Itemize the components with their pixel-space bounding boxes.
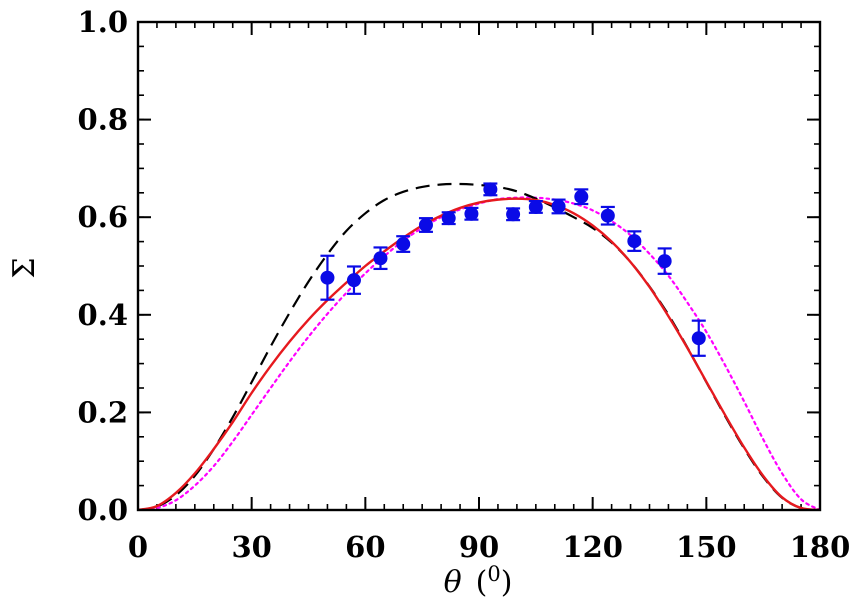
data-point: [506, 207, 521, 222]
x-tick-label: 180: [790, 530, 851, 564]
y-tick-labels: 0.0 0.2 0.4 0.6 0.8 1.0: [78, 5, 128, 527]
point-marker: [464, 206, 479, 221]
plot-frame: [136, 20, 822, 512]
point-marker: [320, 270, 335, 285]
y-tick-label: 0.6: [78, 200, 128, 234]
data-point: [574, 188, 589, 206]
major-ticks: [137, 21, 821, 511]
x-tick-label: 30: [231, 530, 271, 564]
point-marker: [483, 182, 498, 197]
model-curves: [138, 182, 820, 510]
dashed-curve: [138, 182, 820, 510]
y-tick-label: 0.4: [78, 298, 128, 332]
data-point: [464, 206, 479, 221]
data-point: [373, 246, 388, 271]
point-marker: [551, 199, 566, 214]
data-point: [320, 254, 335, 301]
minor-ticks: [137, 21, 821, 511]
y-tick-label: 0.0: [78, 493, 128, 527]
point-marker: [373, 251, 388, 266]
x-tick-label: 0: [128, 530, 148, 564]
data-point: [346, 265, 361, 295]
data-point: [691, 319, 706, 357]
point-marker: [657, 254, 672, 269]
solid-curve: [138, 197, 820, 510]
data-point: [600, 205, 615, 226]
point-marker: [574, 189, 589, 204]
point-marker: [418, 218, 433, 233]
y-tick-label: 0.8: [78, 103, 128, 137]
point-marker: [506, 207, 521, 222]
x-tick-label: 120: [562, 530, 623, 564]
point-marker: [528, 199, 543, 214]
y-axis-label: Σ: [7, 257, 42, 278]
point-marker: [346, 273, 361, 288]
data-points: [320, 182, 706, 357]
y-tick-label: 0.2: [78, 395, 128, 429]
point-marker: [627, 234, 642, 249]
point-marker: [600, 208, 615, 223]
x-tick-label: 90: [459, 530, 499, 564]
point-marker: [441, 211, 456, 226]
data-point: [483, 182, 498, 197]
data-point: [396, 235, 411, 253]
data-point: [657, 247, 672, 275]
point-marker: [396, 237, 411, 252]
dotted-curve: [138, 196, 820, 510]
data-point: [441, 211, 456, 226]
x-tick-label: 150: [676, 530, 737, 564]
x-tick-label: 60: [345, 530, 385, 564]
data-point: [627, 230, 642, 252]
y-tick-label: 1.0: [78, 5, 128, 39]
point-marker: [691, 331, 706, 346]
data-point: [551, 198, 566, 215]
x-tick-labels: 0 30 60 90 120 150 180: [128, 530, 850, 564]
data-point: [418, 217, 433, 233]
data-point: [528, 199, 543, 214]
x-axis-label: θ (0): [444, 562, 513, 600]
